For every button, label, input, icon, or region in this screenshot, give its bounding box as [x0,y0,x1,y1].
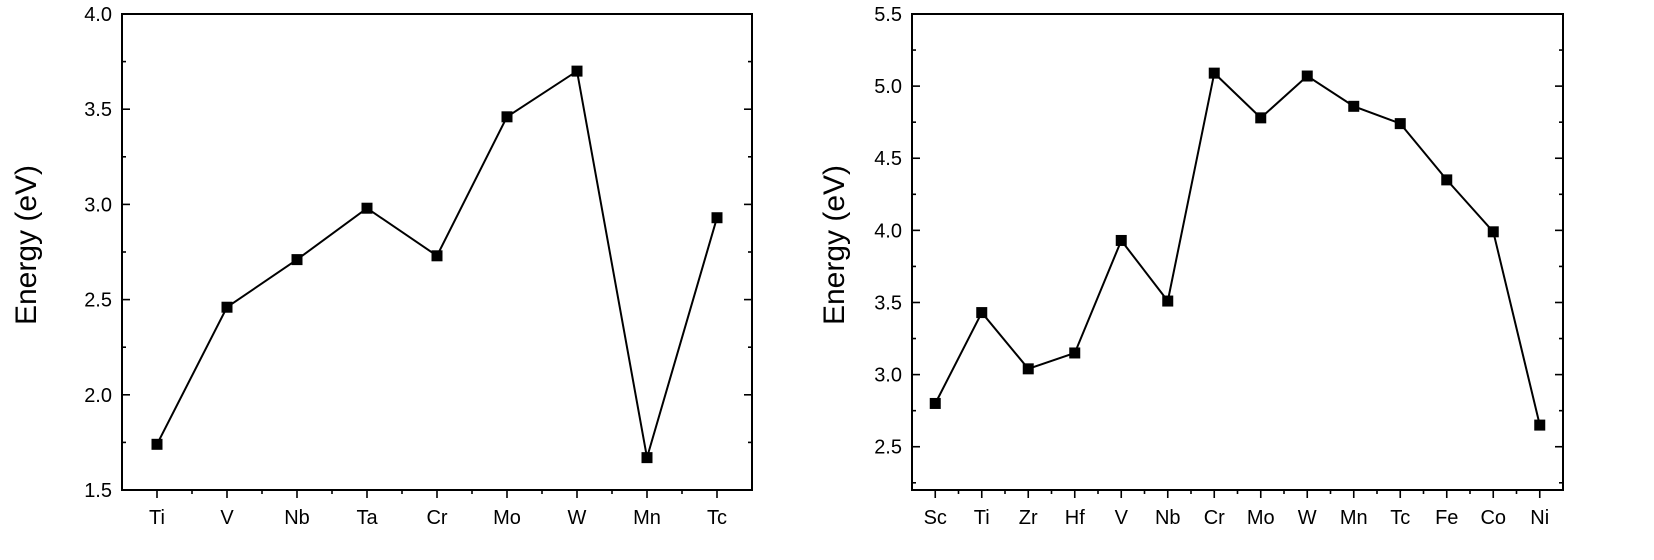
data-point-nb [291,254,303,266]
data-point-hf [1069,347,1081,359]
series-line [934,71,1541,426]
y-tick-label: 3.5 [84,99,112,121]
y-tick-label: 3.0 [84,194,112,216]
x-tick-label: Mn [1340,507,1368,529]
data-point-v [1115,234,1127,246]
data-point-w [1301,70,1313,82]
x-tick-label: Ti [149,507,165,529]
y-tick-label: 2.5 [84,290,112,312]
data-point-ti [976,307,988,319]
x-tick-label: Fe [1435,507,1458,529]
data-point-w [571,65,583,77]
data-point-mo [1255,112,1267,124]
x-tick-label: Mo [493,507,521,529]
data-point-cr [1208,67,1220,79]
x-tick-label: Ti [974,507,990,529]
data-point-nb [1162,295,1174,307]
x-tick-label: Nb [1155,507,1181,529]
x-tick-label: Ni [1530,507,1549,529]
x-tick-label: Co [1480,507,1506,529]
x-tick-label: V [1115,507,1129,529]
x-tick-label: Mo [1247,507,1275,529]
y-tick-label: 3.0 [874,365,902,387]
y-tick-label: 5.5 [874,4,902,26]
x-tick-label: Cr [426,507,447,529]
data-point-ni [1534,419,1546,431]
data-point-fe [1441,174,1453,186]
y-axis-label: Energy (eV) [818,165,851,325]
y-tick-label: 5.0 [874,76,902,98]
x-tick-label: Sc [924,507,947,529]
x-tick-label: V [220,507,234,529]
data-point-co [1487,226,1499,238]
y-tick-label: 4.0 [874,220,902,242]
y-tick-label: 4.5 [874,148,902,170]
x-tick-label: W [1298,507,1317,529]
x-tick-label: Hf [1065,507,1085,529]
left-chart: Energy (eV) 1.5 2.0 2.5 3.0 3.5 4.0 Ti V Nb Ta Cr M… [10,4,753,529]
data-point-tc [711,212,723,224]
data-point-sc [929,397,941,409]
y-tick-label: 2.0 [84,385,112,407]
right-chart: Energy (eV) 2.5 3.0 3.5 4.0 4.5 5.0 5.5 Sc Ti Zr H… [818,4,1564,529]
y-tick-label: 3.5 [874,292,902,314]
data-point-zr [1022,363,1034,375]
data-point-ta [361,202,373,214]
y-tick-label: 1.5 [84,480,112,502]
x-tick-label: Zr [1019,507,1038,529]
x-tick-label: Tc [1390,507,1410,529]
plot-frame [911,13,1564,491]
x-tick-label: Tc [707,507,727,529]
y-axis-label: Energy (eV) [10,165,43,325]
x-tick-label: Nb [284,507,310,529]
data-point-mn [1348,100,1360,112]
y-tick-label: 2.5 [874,437,902,459]
data-point-mo [501,111,513,123]
data-point-cr [431,250,443,262]
data-point-mn [641,452,653,464]
data-point-tc [1394,118,1406,130]
x-tick-label: Mn [633,507,661,529]
data-point-ti [151,438,163,450]
series-line [156,69,718,458]
x-tick-label: W [568,507,587,529]
x-tick-label: Ta [356,507,378,529]
y-tick-label: 4.0 [84,4,112,26]
x-tick-label: Cr [1204,507,1225,529]
data-point-v [221,301,233,313]
